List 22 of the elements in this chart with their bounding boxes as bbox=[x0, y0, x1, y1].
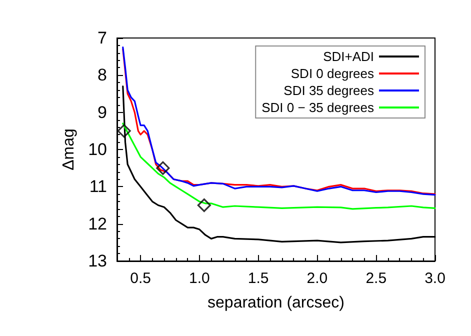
point bbox=[197, 198, 211, 212]
y-tick-label: 9 bbox=[98, 102, 107, 122]
x-tick-label: 2.5 bbox=[366, 270, 387, 287]
point bbox=[156, 161, 170, 175]
x-tick-label: 0.5 bbox=[130, 270, 151, 287]
y-tick-label: 7 bbox=[98, 28, 107, 48]
legend-label: SDI+ADI bbox=[323, 49, 374, 64]
x-tick-label: 3.0 bbox=[424, 270, 446, 287]
x-axis-title: separation (arcsec) bbox=[208, 294, 344, 312]
legend-label: SDI 0 − 35 degrees bbox=[262, 100, 374, 115]
y-tick-label: 11 bbox=[89, 177, 107, 196]
y-tick-label: 8 bbox=[98, 66, 107, 85]
x-tick-label: 2.0 bbox=[306, 270, 328, 287]
y-tick-label: 13 bbox=[88, 252, 107, 270]
y-tick-label: 12 bbox=[88, 214, 107, 234]
point bbox=[117, 124, 131, 138]
y-tick-label: 10 bbox=[88, 140, 107, 159]
x-tick-label: 1.0 bbox=[189, 270, 210, 287]
legend-label: SDI 0 degrees bbox=[290, 66, 374, 81]
x-tick-label: 1.5 bbox=[248, 270, 269, 287]
y-axis-title: Δmag bbox=[60, 128, 78, 170]
legend-label: SDI 35 degrees bbox=[284, 83, 374, 98]
